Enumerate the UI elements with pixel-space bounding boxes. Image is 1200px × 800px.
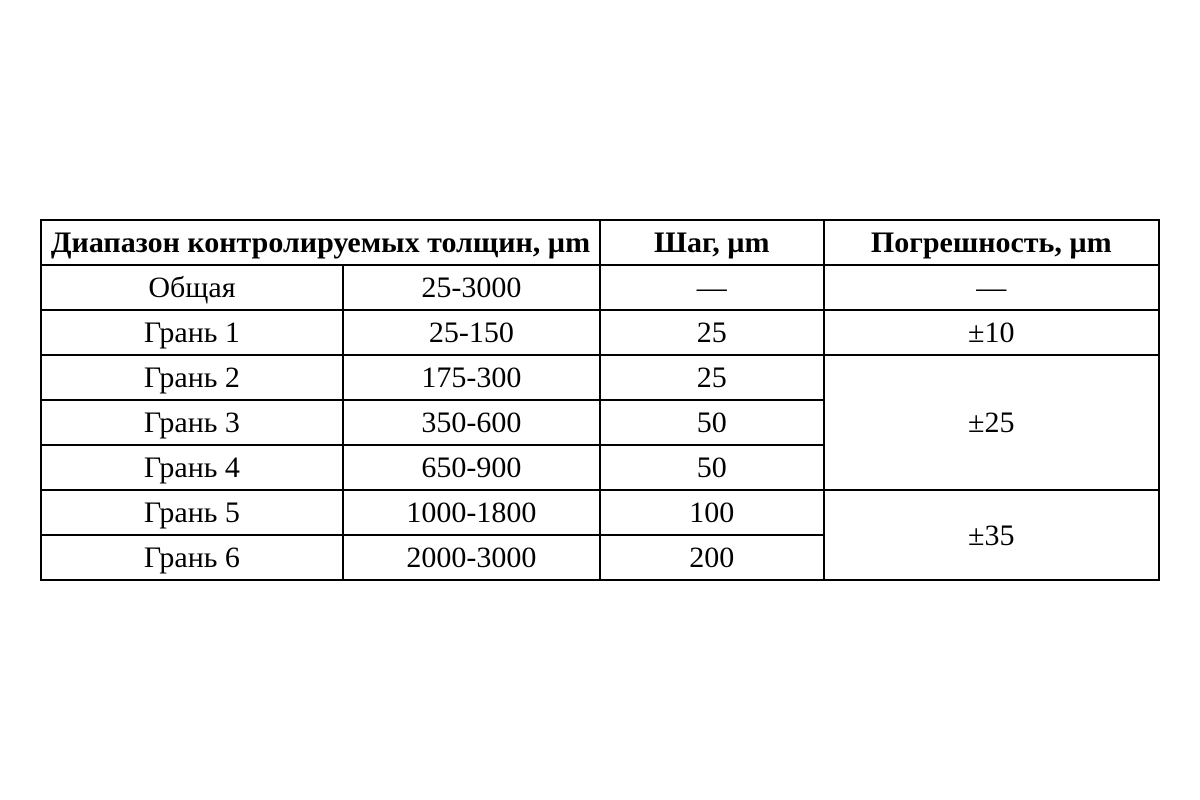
row-error: ±25 xyxy=(824,355,1159,490)
table-row: Грань 5 1000-1800 100 ±35 xyxy=(41,490,1159,535)
row-step: 50 xyxy=(600,400,824,445)
row-range: 25-3000 xyxy=(343,265,600,310)
row-range: 2000-3000 xyxy=(343,535,600,580)
row-label: Грань 3 xyxy=(41,400,343,445)
row-range: 650-900 xyxy=(343,445,600,490)
row-range: 350-600 xyxy=(343,400,600,445)
table-row: Грань 2 175-300 25 ±25 xyxy=(41,355,1159,400)
row-step: 100 xyxy=(600,490,824,535)
thickness-table-container: Диапазон контролируемых толщин, µm Шаг, … xyxy=(40,219,1160,581)
header-range: Диапазон контролируемых толщин, µm xyxy=(41,220,600,265)
row-step: 25 xyxy=(600,310,824,355)
row-step: 50 xyxy=(600,445,824,490)
table-row: Общая 25-3000 — — xyxy=(41,265,1159,310)
table-header-row: Диапазон контролируемых толщин, µm Шаг, … xyxy=(41,220,1159,265)
row-label: Грань 2 xyxy=(41,355,343,400)
row-label: Общая xyxy=(41,265,343,310)
row-error: ±35 xyxy=(824,490,1159,580)
row-label: Грань 1 xyxy=(41,310,343,355)
header-error: Погрешность, µm xyxy=(824,220,1159,265)
row-range: 175-300 xyxy=(343,355,600,400)
thickness-table: Диапазон контролируемых толщин, µm Шаг, … xyxy=(40,219,1160,581)
header-step: Шаг, µm xyxy=(600,220,824,265)
row-label: Грань 5 xyxy=(41,490,343,535)
row-error: ±10 xyxy=(824,310,1159,355)
row-step: 200 xyxy=(600,535,824,580)
row-range: 1000-1800 xyxy=(343,490,600,535)
row-step: — xyxy=(600,265,824,310)
row-range: 25-150 xyxy=(343,310,600,355)
row-error: — xyxy=(824,265,1159,310)
row-step: 25 xyxy=(600,355,824,400)
row-label: Грань 6 xyxy=(41,535,343,580)
table-row: Грань 1 25-150 25 ±10 xyxy=(41,310,1159,355)
row-label: Грань 4 xyxy=(41,445,343,490)
